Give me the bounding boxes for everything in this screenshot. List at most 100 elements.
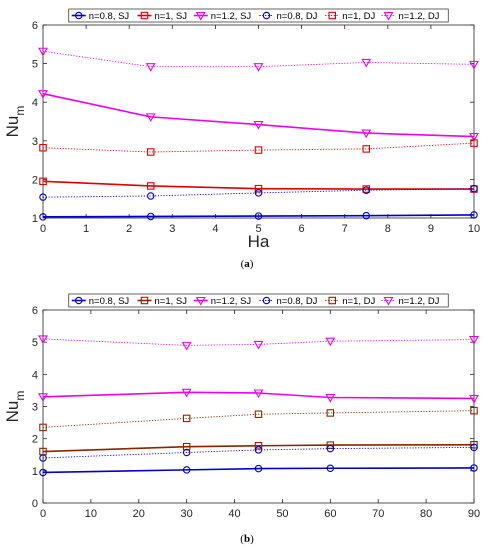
data-point bbox=[182, 414, 191, 423]
x-tick-label: 50 bbox=[276, 508, 288, 520]
data-point bbox=[470, 441, 478, 449]
data-point bbox=[254, 212, 263, 220]
x-tick-label: 4 bbox=[212, 223, 218, 235]
legend-marker bbox=[140, 11, 149, 20]
legend: n=0.8, SJ n=1, SJ n=1.2, SJ n=0.8, DJ n=1, D… bbox=[68, 293, 449, 308]
series-3 bbox=[39, 443, 478, 462]
data-point bbox=[38, 90, 48, 99]
legend-marker bbox=[328, 296, 336, 305]
data-point bbox=[38, 393, 48, 402]
data-point bbox=[362, 145, 370, 153]
y-tick-label: 4 bbox=[32, 369, 38, 381]
data-point bbox=[39, 143, 47, 152]
series-line bbox=[42, 180, 474, 190]
data-point bbox=[145, 63, 156, 72]
data-point bbox=[254, 146, 263, 154]
series-line bbox=[42, 446, 475, 459]
data-point bbox=[470, 139, 478, 147]
legend-marker bbox=[140, 296, 149, 305]
data-point bbox=[470, 211, 478, 219]
data-point bbox=[362, 211, 370, 220]
x-tick-label: 40 bbox=[228, 508, 240, 520]
panel-a-caption: (a) bbox=[240, 258, 254, 270]
x-tick-label: 9 bbox=[428, 223, 434, 235]
y-axis-label: Num bbox=[3, 106, 27, 138]
legend-box bbox=[68, 293, 449, 308]
series-line bbox=[42, 50, 475, 68]
data-point bbox=[253, 121, 264, 130]
legend-item-label: n=1, SJ bbox=[155, 11, 188, 22]
data-point bbox=[39, 213, 47, 221]
data-point bbox=[469, 336, 479, 345]
legend-item-label: n=1.2, DJ bbox=[399, 296, 440, 307]
data-point bbox=[469, 394, 479, 404]
x-tick-label: 70 bbox=[372, 508, 384, 520]
data-point bbox=[254, 184, 263, 193]
y-tick-label: 5 bbox=[32, 59, 38, 71]
x-tick-label: 7 bbox=[342, 223, 348, 235]
x-tick-label: 10 bbox=[85, 508, 97, 520]
legend-marker bbox=[328, 11, 336, 20]
data-point bbox=[145, 113, 156, 122]
x-tick-label: 90 bbox=[468, 508, 480, 520]
data-point bbox=[147, 212, 155, 221]
y-tick-label: 1 bbox=[32, 466, 38, 478]
data-point bbox=[39, 468, 47, 477]
data-point bbox=[361, 58, 372, 68]
x-tick-label: 80 bbox=[420, 508, 432, 520]
x-tick-label: 6 bbox=[299, 223, 305, 235]
data-point bbox=[254, 441, 263, 450]
legend: n=0.8, SJ n=1, SJ n=1.2, SJ n=0.8, DJ n=1, D… bbox=[68, 8, 449, 23]
series-4 bbox=[39, 139, 478, 156]
series-line bbox=[42, 188, 475, 198]
data-point bbox=[39, 177, 47, 186]
data-point bbox=[253, 340, 264, 350]
data-point bbox=[253, 63, 264, 72]
legend-item-label: n=1, SJ bbox=[155, 296, 188, 307]
data-point bbox=[470, 443, 478, 452]
data-point bbox=[254, 464, 263, 473]
y-tick-label: 3 bbox=[32, 136, 38, 148]
data-point bbox=[470, 406, 478, 415]
panel-b-caption: (b) bbox=[240, 533, 254, 545]
x-tick-label: 60 bbox=[324, 508, 336, 520]
legend-marker bbox=[262, 11, 271, 20]
series-0 bbox=[39, 464, 478, 477]
data-point bbox=[326, 464, 335, 473]
y-tick-label: 6 bbox=[32, 20, 38, 32]
series-line bbox=[42, 467, 475, 474]
data-point bbox=[182, 448, 191, 457]
data-point bbox=[469, 133, 479, 142]
series-line bbox=[42, 410, 475, 428]
x-tick-label: 8 bbox=[385, 223, 391, 235]
data-point bbox=[253, 389, 264, 399]
data-point bbox=[325, 337, 336, 347]
data-point bbox=[39, 454, 47, 462]
series-4 bbox=[39, 406, 478, 432]
data-point bbox=[325, 393, 336, 403]
data-point bbox=[362, 186, 370, 194]
series-2 bbox=[38, 90, 479, 142]
legend-item-label: n=1.2, DJ bbox=[399, 11, 440, 22]
data-point bbox=[326, 409, 335, 417]
data-point bbox=[39, 423, 47, 432]
data-point bbox=[181, 388, 192, 398]
y-axis-label: Num bbox=[3, 391, 27, 423]
legend-marker bbox=[195, 296, 206, 306]
data-point bbox=[181, 341, 192, 351]
data-point bbox=[470, 184, 478, 193]
data-point bbox=[147, 192, 155, 200]
legend-item-label: n=1, DJ bbox=[342, 296, 375, 307]
y-tick-label: 3 bbox=[32, 402, 38, 414]
x-tick-label: 5 bbox=[255, 223, 261, 235]
plot-area bbox=[42, 309, 475, 504]
data-point bbox=[39, 193, 47, 201]
data-point bbox=[470, 464, 478, 472]
series-5 bbox=[38, 47, 479, 72]
legend-marker bbox=[75, 11, 83, 20]
series-5 bbox=[38, 335, 479, 351]
legend-item-label: n=0.8, SJ bbox=[89, 11, 130, 22]
